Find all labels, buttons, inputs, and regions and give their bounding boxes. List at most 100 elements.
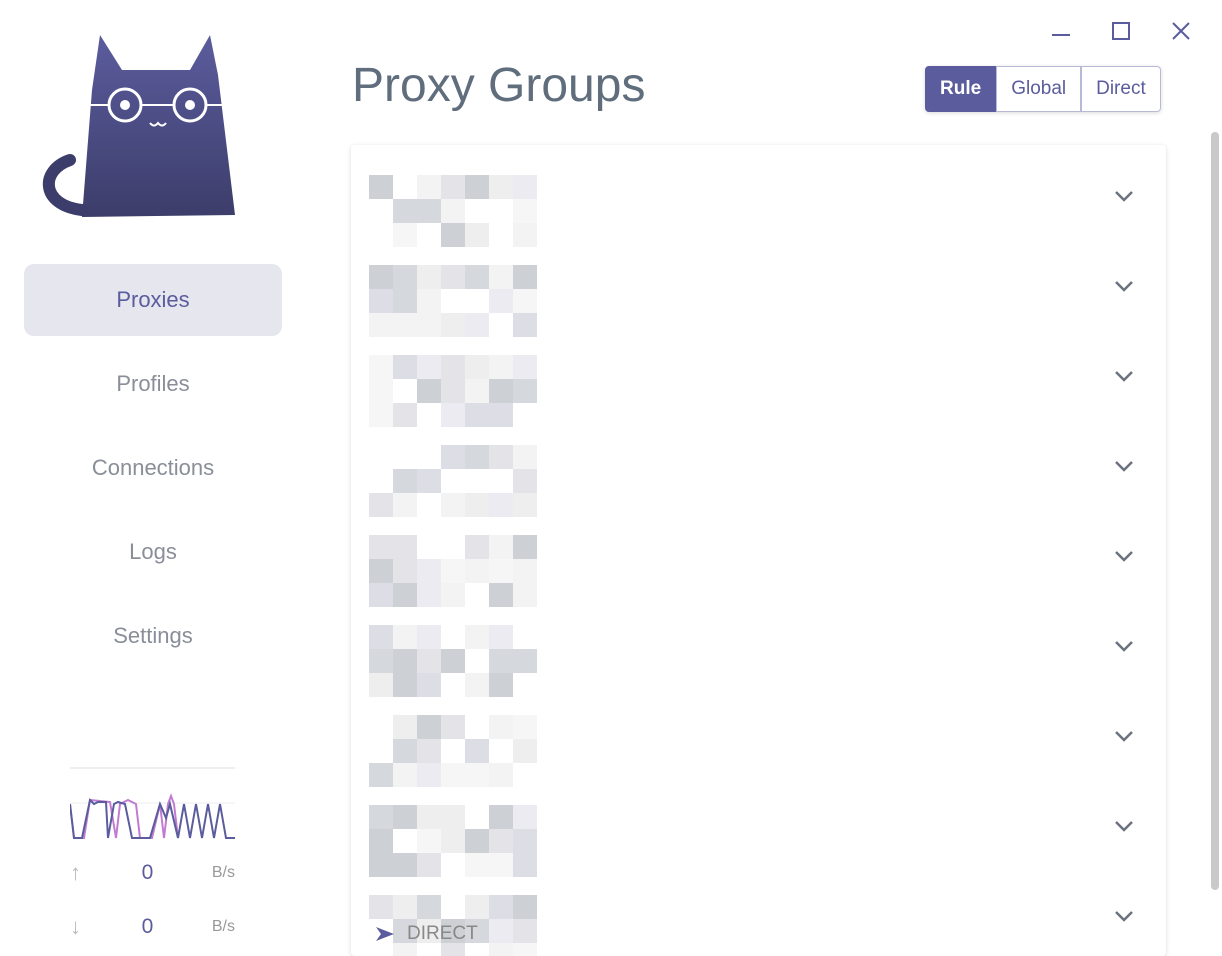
blur-block [369, 805, 393, 829]
traffic-graph [70, 767, 235, 839]
blur-block [441, 493, 465, 517]
blur-block [513, 919, 537, 943]
blur-block [393, 493, 417, 517]
blur-block [489, 403, 513, 427]
blur-block [441, 805, 465, 829]
chevron-down-icon[interactable] [1114, 279, 1134, 297]
chevron-down-icon[interactable] [1114, 369, 1134, 387]
blur-block [489, 895, 513, 919]
blur-block [369, 313, 393, 337]
blur-block [441, 919, 465, 943]
blur-block [465, 895, 489, 919]
chevron-down-icon[interactable] [1114, 639, 1134, 657]
chevron-down-icon[interactable] [1114, 459, 1134, 477]
blur-block [441, 223, 465, 247]
maximize-button[interactable] [1106, 16, 1136, 46]
blur-block [369, 265, 393, 289]
chevron-down-icon[interactable] [1114, 909, 1134, 927]
download-value: 0 [141, 915, 154, 938]
blur-block [513, 853, 537, 877]
blur-block [465, 559, 489, 583]
blur-block [393, 649, 417, 673]
blur-block [393, 313, 417, 337]
blur-block [417, 739, 441, 763]
blur-block [393, 583, 417, 607]
blur-block [417, 625, 441, 649]
sidebar-item-proxies[interactable]: Proxies [24, 264, 282, 336]
mode-global-button[interactable]: Global [996, 66, 1082, 112]
blur-block [513, 199, 537, 223]
blur-block [465, 853, 489, 877]
blur-block [441, 313, 465, 337]
blur-block [393, 355, 417, 379]
mode-direct-button[interactable]: Direct [1081, 66, 1161, 112]
blur-block [393, 739, 417, 763]
chevron-down-icon[interactable] [1114, 189, 1134, 207]
close-button[interactable] [1166, 16, 1196, 46]
blur-block [393, 223, 417, 247]
proxy-group-row[interactable] [351, 515, 1166, 607]
blur-block [489, 289, 513, 313]
blur-block [441, 265, 465, 289]
blur-block [513, 649, 537, 673]
sidebar-item-connections[interactable]: Connections [91, 455, 215, 480]
sidebar-item-settings[interactable]: Settings [113, 623, 193, 648]
blur-block [465, 355, 489, 379]
blur-block [489, 559, 513, 583]
proxy-group-row[interactable] [351, 245, 1166, 337]
blur-block [393, 289, 417, 313]
blur-block [441, 583, 465, 607]
blur-block [489, 673, 513, 697]
blur-block [369, 853, 393, 877]
proxy-group-row[interactable] [351, 155, 1166, 247]
chevron-down-icon[interactable] [1114, 549, 1134, 567]
blur-block [369, 355, 393, 379]
upload-value: 0 [141, 861, 154, 884]
blur-block [417, 673, 441, 697]
blur-block [369, 763, 393, 787]
proxy-group-row[interactable] [351, 335, 1166, 427]
upload-line [70, 797, 235, 839]
blur-block [489, 943, 513, 956]
blur-block [393, 853, 417, 877]
blur-block [441, 715, 465, 739]
blur-block [513, 289, 537, 313]
scrollbar[interactable] [1211, 132, 1219, 890]
blur-block [489, 649, 513, 673]
chevron-down-icon[interactable] [1114, 819, 1134, 837]
blur-block [465, 829, 489, 853]
blur-block [441, 175, 465, 199]
blur-block [369, 493, 393, 517]
blur-block [465, 265, 489, 289]
blur-block [489, 445, 513, 469]
blur-block [513, 559, 537, 583]
page-title: Proxy Groups [352, 59, 646, 112]
blur-block [417, 379, 441, 403]
mode-rule-button[interactable]: Rule [925, 66, 997, 112]
proxy-group-row[interactable] [351, 875, 1166, 956]
mode-switch: Rule Global Direct [925, 66, 1161, 112]
blur-block [369, 403, 393, 427]
chevron-down-icon[interactable] [1114, 729, 1134, 747]
blur-block [465, 673, 489, 697]
proxy-group-row[interactable] [351, 695, 1166, 787]
minimize-button[interactable] [1046, 16, 1076, 46]
proxy-group-row[interactable] [351, 785, 1166, 877]
blur-block [513, 313, 537, 337]
blur-block [465, 919, 489, 943]
sidebar-item-profiles[interactable]: Profiles [116, 371, 190, 396]
blur-block [465, 379, 489, 403]
blur-block [393, 763, 417, 787]
blur-block [465, 763, 489, 787]
upload-speed: ↑ 0 B/s [70, 858, 235, 888]
proxy-group-row[interactable] [351, 605, 1166, 697]
blur-block [417, 649, 441, 673]
proxy-group-row[interactable] [351, 425, 1166, 517]
blur-block [417, 265, 441, 289]
blur-block [465, 403, 489, 427]
blur-block [417, 469, 441, 493]
sidebar-item-logs[interactable]: Logs [129, 539, 177, 564]
blur-block [489, 805, 513, 829]
blur-block [513, 895, 537, 919]
proxy-groups-list: DIRECT [351, 145, 1166, 956]
